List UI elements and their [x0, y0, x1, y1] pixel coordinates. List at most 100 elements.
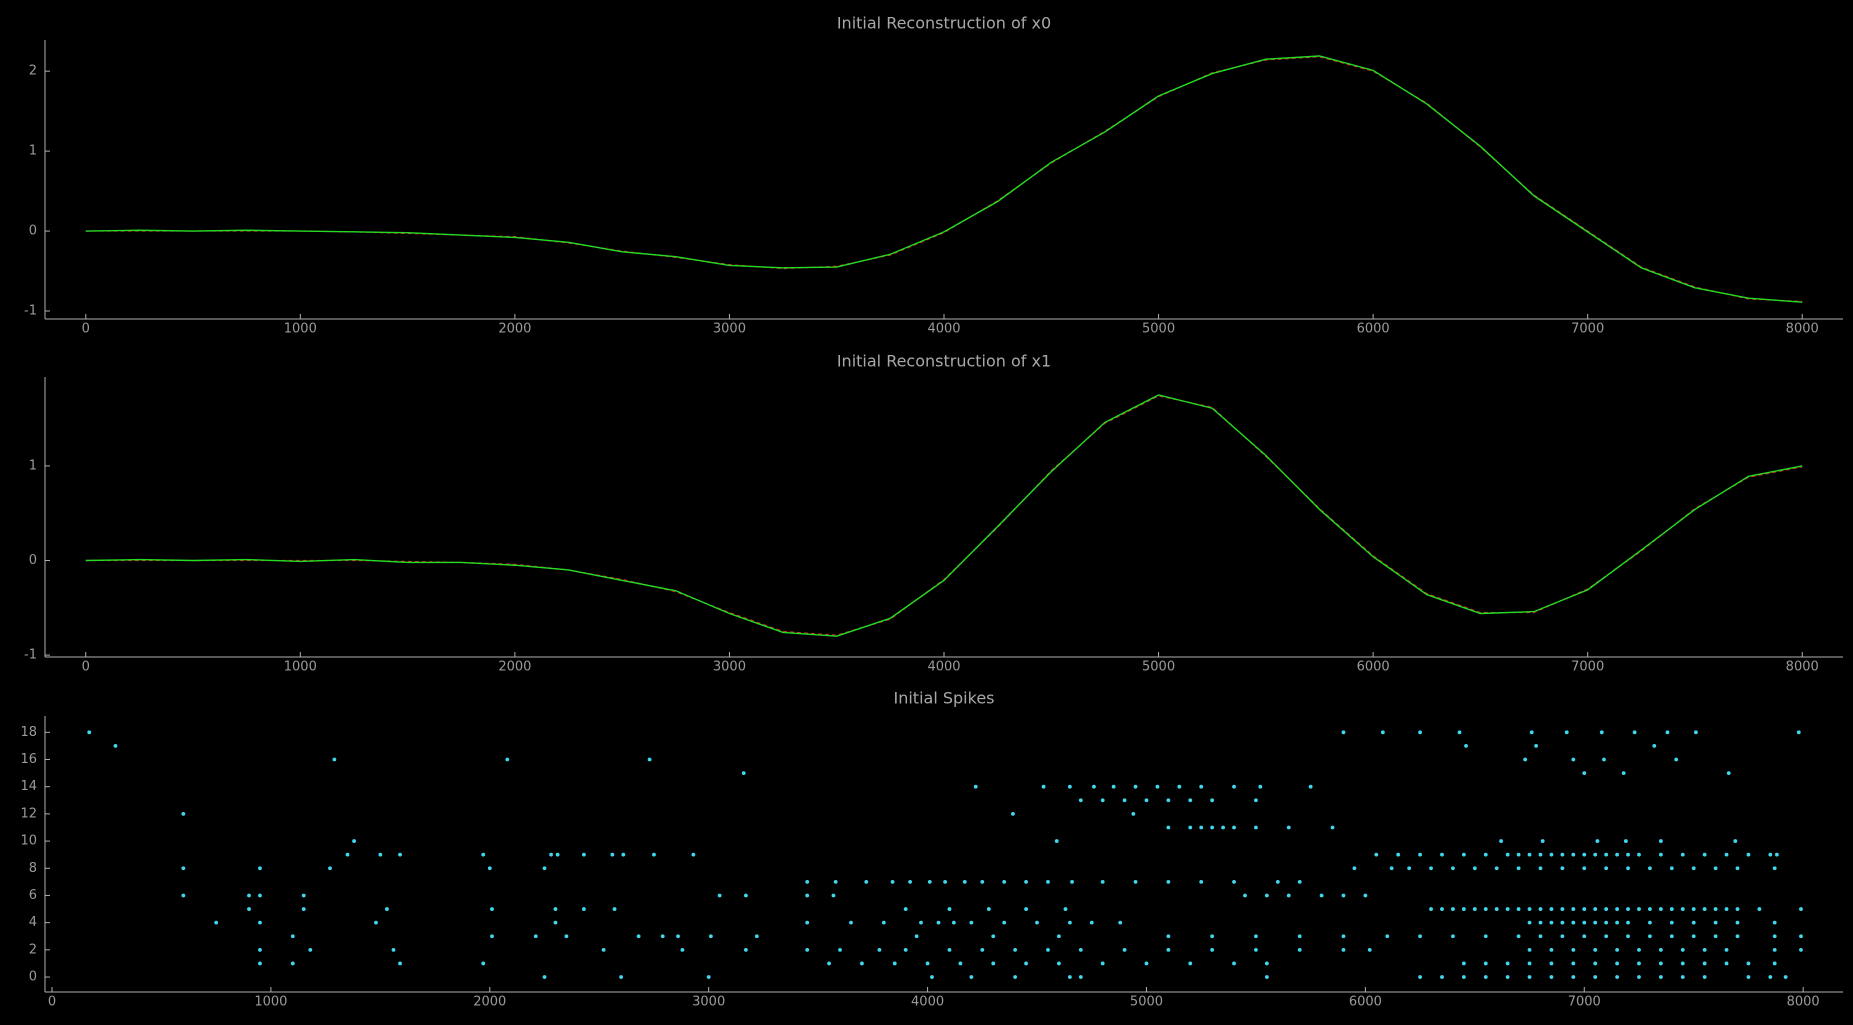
spike: [903, 907, 908, 911]
spike: [582, 907, 586, 911]
spike: [717, 893, 722, 898]
x-tick-label: 5000: [1142, 322, 1175, 337]
spike: [1691, 934, 1696, 939]
spike: [1632, 730, 1637, 735]
spike: [1680, 975, 1685, 979]
spike: [1582, 907, 1587, 911]
y-tick-label: 1: [29, 458, 37, 473]
spike: [1604, 866, 1609, 871]
spike: [1188, 798, 1193, 803]
spike: [290, 961, 295, 966]
spike: [87, 730, 92, 735]
spike: [1046, 947, 1050, 952]
spike: [1772, 961, 1777, 966]
spike: [827, 961, 831, 966]
spike: [1341, 730, 1346, 735]
spike: [1319, 893, 1324, 898]
spike: [1768, 975, 1773, 979]
spike: [1637, 975, 1641, 979]
spike: [1538, 852, 1543, 857]
spike: [1516, 852, 1521, 857]
spike: [1549, 852, 1554, 857]
x-tick-label: 3000: [713, 660, 746, 675]
spike: [1746, 961, 1751, 966]
spike: [490, 934, 494, 939]
spike: [951, 920, 956, 925]
spike: [612, 907, 617, 911]
x-tick-label: 1000: [254, 995, 287, 1010]
spike: [582, 852, 586, 857]
spike: [1604, 920, 1609, 925]
spike: [1724, 947, 1729, 952]
spike: [1648, 866, 1652, 871]
spike: [991, 961, 996, 966]
spike: [1418, 730, 1422, 735]
spike: [1702, 947, 1707, 952]
spike: [1582, 866, 1587, 871]
spike: [1232, 825, 1236, 830]
spike: [943, 879, 947, 884]
spike: [744, 947, 748, 952]
spike: [1131, 811, 1136, 816]
spike: [831, 893, 836, 898]
spike: [1199, 825, 1204, 830]
spike: [1100, 879, 1105, 884]
spike: [1516, 907, 1521, 911]
spike: [1078, 947, 1083, 952]
spike: [1527, 920, 1532, 925]
spike: [1615, 907, 1620, 911]
spike: [1516, 866, 1521, 871]
spike: [1799, 947, 1803, 952]
x-tick-label: 5000: [1142, 660, 1175, 675]
spike: [660, 934, 665, 939]
spike: [258, 947, 262, 952]
spike: [838, 947, 842, 952]
spike: [1451, 934, 1455, 939]
spike: [1494, 907, 1499, 911]
spike: [1602, 757, 1606, 762]
spike: [969, 975, 974, 979]
spike: [601, 947, 606, 952]
spike: [1418, 852, 1422, 857]
spike: [1483, 852, 1488, 857]
spike: [1623, 839, 1628, 843]
spike: [1702, 907, 1707, 911]
spike: [1772, 920, 1777, 925]
spike: [553, 907, 558, 911]
spike: [1122, 798, 1127, 803]
spike: [1599, 730, 1604, 735]
spike: [1757, 907, 1762, 911]
chart-title: Initial Spikes: [894, 689, 995, 708]
spike: [564, 934, 569, 939]
spike: [892, 961, 897, 966]
spike: [1637, 961, 1641, 966]
spike: [1669, 934, 1674, 939]
spike: [1078, 975, 1083, 979]
spike: [805, 920, 810, 925]
y-tick-label: 1: [29, 144, 37, 159]
spike: [1772, 866, 1777, 871]
spike: [1626, 934, 1630, 939]
spike: [1166, 934, 1171, 939]
x-tick-label: 4000: [927, 322, 960, 337]
spike: [1691, 920, 1696, 925]
y-tick-label: 2: [29, 64, 37, 79]
spike: [1516, 934, 1521, 939]
spike: [1746, 852, 1751, 857]
y-tick-label: 2: [29, 942, 37, 957]
spike: [385, 907, 389, 911]
spike: [1505, 961, 1510, 966]
spike: [980, 947, 985, 952]
spike: [1674, 757, 1679, 762]
spike: [1429, 907, 1433, 911]
spike: [1658, 907, 1663, 911]
spike: [877, 947, 882, 952]
spike: [1210, 947, 1215, 952]
spike: [1494, 866, 1499, 871]
spike: [1041, 784, 1046, 789]
spike: [1626, 907, 1630, 911]
spike: [487, 866, 492, 871]
spike: [1527, 947, 1532, 952]
spike: [1713, 907, 1718, 911]
